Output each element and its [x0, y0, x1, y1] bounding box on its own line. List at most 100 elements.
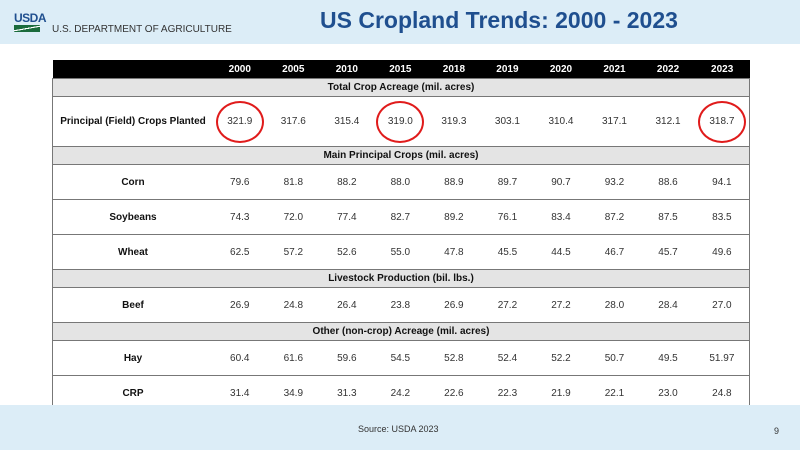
row-label: Wheat	[52, 234, 213, 270]
section-title: Main Principal Crops (mil. acres)	[52, 146, 750, 165]
cell-value: 62.5	[213, 234, 267, 270]
cell-value: 49.6	[694, 234, 750, 270]
usda-logo: USDA	[14, 11, 47, 32]
cell-value: 26.4	[320, 287, 374, 323]
footer-band	[0, 405, 800, 450]
cell-value: 47.8	[427, 234, 481, 270]
cropland-table: 2000 2005 2010 2015 2018 2019 2020 2021 2022 2023…	[52, 60, 750, 411]
cell-value: 23.8	[373, 287, 428, 323]
cell-value: 24.8	[266, 287, 321, 323]
row-label: Hay	[52, 340, 213, 376]
source-note: Source: USDA 2023	[358, 424, 439, 434]
cell-value: 93.2	[587, 164, 642, 200]
cell-value: 88.6	[641, 164, 695, 200]
cell-value: 51.97	[694, 340, 750, 376]
cell-value: 26.9	[213, 287, 267, 323]
section-title: Livestock Production (bil. lbs.)	[52, 269, 750, 288]
table-row: Corn 79.6 81.8 88.2 88.0 88.9 89.7 90.7 93.2 88.6…	[52, 164, 750, 200]
cell-value: 28.4	[641, 287, 695, 323]
table-row: Wheat 62.5 57.2 52.6 55.0 47.8 45.5 44.5 46.7 45.…	[52, 234, 750, 270]
year-header: 2020	[534, 60, 588, 79]
cell-value: 45.7	[641, 234, 695, 270]
cell-value: 317.6	[266, 96, 321, 147]
cell-value: 83.5	[694, 199, 750, 235]
cell-value: 77.4	[320, 199, 374, 235]
table-row: Hay 60.4 61.6 59.6 54.5 52.8 52.4 52.2 50.7 49.5 5…	[52, 340, 750, 376]
cell-value: 303.1	[480, 96, 535, 147]
cell-value: 54.5	[373, 340, 428, 376]
row-label: Soybeans	[52, 199, 213, 235]
section-row: Other (non-crop) Acreage (mil. acres)	[52, 322, 750, 341]
cell-value: 94.1	[694, 164, 750, 200]
year-header-row: 2000 2005 2010 2015 2018 2019 2020 2021 2022 2023	[52, 60, 750, 79]
year-header: 2010	[320, 60, 374, 79]
cell-value: 46.7	[587, 234, 642, 270]
row-label: Beef	[52, 287, 213, 323]
cell-value: 52.6	[320, 234, 374, 270]
cell-value: 57.2	[266, 234, 321, 270]
cell-value: 28.0	[587, 287, 642, 323]
year-header: 2021	[587, 60, 642, 79]
header-band	[0, 0, 800, 44]
cell-value: 87.5	[641, 199, 695, 235]
cell-value: 79.6	[213, 164, 267, 200]
cell-value: 310.4	[534, 96, 588, 147]
year-header: 2022	[641, 60, 695, 79]
row-label: Corn	[52, 164, 213, 200]
year-header: 2023	[694, 60, 750, 79]
cell-value: 45.5	[480, 234, 535, 270]
slide-title: US Cropland Trends: 2000 - 2023	[320, 7, 678, 33]
cell-value: 50.7	[587, 340, 642, 376]
cell-value: 27.2	[534, 287, 588, 323]
highlight-circle	[376, 100, 425, 143]
highlight-circle	[215, 100, 264, 143]
cell-value: 52.8	[427, 340, 481, 376]
cell-value: 89.2	[427, 199, 481, 235]
header-blank	[52, 60, 213, 79]
page-number: 9	[774, 426, 780, 436]
cell-value: 59.6	[320, 340, 374, 376]
cell-value: 89.7	[480, 164, 535, 200]
department-name: U.S. DEPARTMENT OF AGRICULTURE	[52, 24, 232, 35]
cell-value: 312.1	[641, 96, 695, 147]
cell-value: 81.8	[266, 164, 321, 200]
section-title: Other (non-crop) Acreage (mil. acres)	[52, 322, 750, 341]
cell-value: 52.4	[480, 340, 535, 376]
cell-value: 49.5	[641, 340, 695, 376]
year-header: 2015	[373, 60, 428, 79]
cell-value: 88.9	[427, 164, 481, 200]
cell-value: 87.2	[587, 199, 642, 235]
cell-value: 26.9	[427, 287, 481, 323]
cell-value: 317.1	[587, 96, 642, 147]
section-title: Total Crop Acreage (mil. acres)	[52, 78, 750, 97]
cell-value: 52.2	[534, 340, 588, 376]
logo-field-icon	[14, 25, 40, 32]
cell-value: 27.2	[480, 287, 535, 323]
cell-value: 61.6	[266, 340, 321, 376]
cell-value: 72.0	[266, 199, 321, 235]
year-header: 2005	[266, 60, 321, 79]
section-row: Total Crop Acreage (mil. acres)	[52, 78, 750, 97]
cell-value: 74.3	[213, 199, 267, 235]
section-row: Main Principal Crops (mil. acres)	[52, 146, 750, 165]
cell-value: 88.2	[320, 164, 374, 200]
cell-value: 27.0	[694, 287, 750, 323]
year-header: 2019	[480, 60, 535, 79]
cell-value: 76.1	[480, 199, 535, 235]
year-header: 2018	[427, 60, 481, 79]
logo-text: USDA	[14, 11, 47, 25]
cell-value: 319.3	[427, 96, 481, 147]
cell-value: 315.4	[320, 96, 374, 147]
cell-value: 55.0	[373, 234, 428, 270]
cell-value: 83.4	[534, 199, 588, 235]
cell-value: 90.7	[534, 164, 588, 200]
section-row: Livestock Production (bil. lbs.)	[52, 269, 750, 288]
cell-value: 82.7	[373, 199, 428, 235]
table-row: Beef 26.9 24.8 26.4 23.8 26.9 27.2 27.2 28.0 28.4…	[52, 287, 750, 323]
highlight-circle	[698, 100, 747, 143]
year-header: 2000	[213, 60, 267, 79]
cell-value: 88.0	[373, 164, 428, 200]
cell-value: 44.5	[534, 234, 588, 270]
row-label: Principal (Field) Crops Planted	[52, 96, 213, 147]
table-row: Soybeans 74.3 72.0 77.4 82.7 89.2 76.1 83.4 87.2…	[52, 199, 750, 235]
